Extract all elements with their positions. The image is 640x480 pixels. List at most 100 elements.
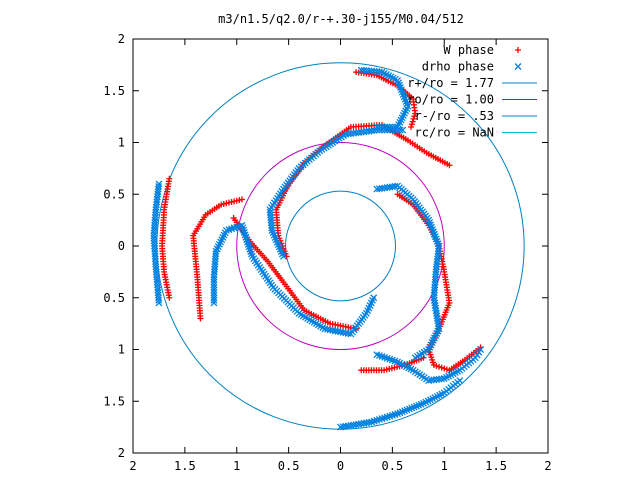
point-1-1-4: [210, 289, 218, 297]
legend: W phase drho phase r+/ro = 1.77 ro/ro = 1.0…: [407, 43, 537, 140]
series-1-arm-0: [266, 126, 407, 260]
point-1-4-27: [438, 375, 446, 383]
point-0-6-46: [166, 294, 173, 301]
point-0-5-35: [408, 123, 415, 130]
point-1-5-49: [456, 377, 464, 385]
point-1-5-11: [365, 418, 373, 426]
circle-1: [236, 142, 445, 350]
y-tick-label-2: 1: [118, 343, 125, 357]
point-1-1-1: [210, 296, 218, 304]
series-1-arm-5: [337, 377, 464, 431]
point-1-3-84: [411, 354, 419, 362]
x-tick-label-0: 2: [129, 459, 136, 473]
point-1-5-8: [357, 420, 365, 428]
point-1-1-0: [210, 299, 218, 307]
point-1-3-64: [433, 312, 441, 320]
point-1-6-42: [375, 123, 383, 131]
point-1-5-6: [352, 421, 360, 428]
point-1-3-60: [431, 302, 439, 309]
point-0-2-56: [238, 196, 245, 203]
chart-title: m3/n1.5/q2.0/r-+.30-j155/M0.04/512: [218, 12, 464, 26]
x-tick-label-4: 0: [337, 459, 344, 473]
point-1-3-61: [432, 304, 440, 312]
point-1-5-5: [350, 421, 357, 429]
series-1: [150, 66, 485, 431]
point-1-5-7: [355, 420, 363, 428]
point-1-6-43: [373, 123, 381, 131]
series-1-arm-6: [357, 66, 412, 131]
point-1-1-8: [210, 278, 218, 286]
point-1-5-0: [337, 423, 344, 431]
point-1-3-56: [430, 291, 438, 299]
point-0-5-30: [412, 110, 419, 117]
point-0-5-33: [409, 118, 416, 125]
point-1-6-35: [394, 123, 402, 131]
point-1-3-58: [430, 296, 438, 304]
point-1-5-4: [347, 421, 355, 429]
point-1-3-67: [434, 320, 442, 328]
legend-label-3: ro/ro = 1.00: [407, 93, 494, 107]
y-tick-label-5: 0.5: [103, 187, 125, 201]
point-1-6-40: [381, 123, 389, 131]
point-1-5-1: [339, 423, 347, 431]
point-0-5-32: [410, 115, 417, 122]
point-0-5-31: [411, 113, 418, 120]
series-1-arm-4: [373, 346, 485, 385]
point-1-6-36: [391, 123, 399, 131]
point-1-3-63: [433, 309, 440, 317]
point-1-1-114: [370, 294, 378, 302]
point-1-3-57: [430, 294, 438, 302]
y-tick-label-6: 1: [118, 136, 125, 150]
point-1-1-19: [212, 250, 220, 258]
legend-label-5: rc/ro = NaN: [415, 126, 494, 140]
series-1-arm-3: [373, 182, 443, 362]
x-tick-label-2: 1: [233, 459, 240, 473]
point-1-5-3: [344, 422, 352, 430]
point-1-4-45: [477, 346, 485, 353]
point-1-3-65: [433, 314, 441, 322]
point-1-6-41: [378, 123, 386, 131]
point-1-2-45: [155, 183, 163, 190]
point-1-5-9: [360, 419, 368, 427]
point-1-6-38: [386, 123, 394, 131]
legend-marker-0: [515, 47, 521, 53]
x-tick-label-5: 0.5: [382, 459, 404, 473]
point-1-5-2: [342, 422, 350, 430]
point-1-2-25: [150, 234, 158, 242]
y-tick-label-3: 0.5: [103, 291, 125, 305]
point-1-3-66: [434, 317, 442, 325]
x-tick-label-1: 1.5: [174, 459, 196, 473]
series-0-arm-0: [273, 121, 453, 260]
x-tick-label-8: 2: [544, 459, 551, 473]
point-1-6-37: [388, 123, 396, 131]
legend-label-4: r-/ro = .53: [415, 109, 494, 123]
circle-2: [285, 190, 396, 302]
series-0: [159, 69, 484, 374]
point-1-0-82: [399, 126, 407, 134]
point-1-1-7: [210, 281, 218, 289]
point-1-1-6: [210, 283, 218, 291]
series-0-arm-3: [394, 191, 484, 374]
point-1-0-18: [266, 208, 274, 216]
x-tick-label-7: 1.5: [485, 459, 507, 473]
point-1-6-7: [375, 68, 383, 76]
x-tick-label-6: 1: [441, 459, 448, 473]
point-1-1-3: [210, 291, 218, 299]
y-tick-label-4: 0: [118, 239, 125, 253]
point-0-5-34: [408, 121, 415, 128]
y-tick-label-1: 1.5: [103, 394, 125, 408]
point-1-1-5: [210, 286, 218, 294]
series-0-arm-2: [190, 196, 245, 322]
y-tick-label-8: 2: [118, 32, 125, 46]
legend-label-1: drho phase: [422, 60, 494, 74]
point-1-3-59: [431, 299, 439, 307]
point-1-1-9: [210, 276, 218, 284]
point-1-1-2: [210, 294, 218, 302]
series-1-arm-2: [150, 180, 163, 307]
axis-ticks: 2 1.5 1 0.5 0 0.5 1 1.5 221.510.500.511.52: [103, 32, 551, 473]
series-0-arm-6: [159, 175, 173, 301]
point-1-2-46: [155, 180, 163, 188]
legend-marker-1: [514, 63, 522, 70]
x-tick-label-3: 0.5: [278, 459, 300, 473]
